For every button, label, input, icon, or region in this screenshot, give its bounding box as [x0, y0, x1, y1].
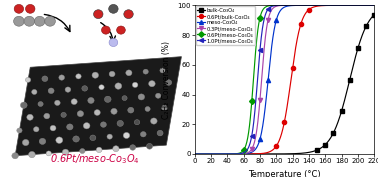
Circle shape [117, 120, 124, 126]
Circle shape [107, 134, 112, 139]
Circle shape [32, 89, 37, 95]
Circle shape [124, 10, 133, 19]
Circle shape [34, 16, 45, 26]
Circle shape [26, 4, 35, 13]
Circle shape [24, 16, 34, 26]
Polygon shape [15, 57, 181, 156]
Circle shape [109, 38, 118, 47]
Circle shape [83, 123, 90, 129]
Circle shape [155, 93, 161, 98]
Circle shape [130, 145, 136, 150]
Circle shape [113, 146, 119, 152]
Circle shape [48, 88, 54, 94]
Circle shape [39, 138, 46, 144]
Circle shape [38, 102, 43, 106]
Circle shape [116, 26, 125, 34]
Circle shape [126, 70, 132, 76]
Y-axis label: C₂H₂ Conversion (%): C₂H₂ Conversion (%) [163, 41, 172, 119]
Circle shape [132, 82, 138, 87]
Circle shape [20, 102, 27, 108]
Circle shape [29, 152, 35, 158]
Circle shape [99, 85, 104, 90]
Circle shape [146, 143, 153, 149]
Circle shape [17, 128, 22, 133]
Circle shape [160, 68, 165, 73]
Circle shape [77, 111, 84, 117]
Circle shape [12, 153, 19, 159]
Circle shape [50, 125, 56, 131]
Circle shape [14, 4, 23, 13]
Circle shape [92, 72, 99, 78]
Circle shape [115, 83, 122, 89]
Circle shape [138, 94, 145, 100]
Circle shape [22, 139, 29, 146]
Circle shape [111, 108, 117, 114]
Circle shape [90, 135, 96, 141]
Circle shape [42, 76, 48, 82]
Circle shape [94, 110, 100, 115]
Circle shape [59, 75, 65, 80]
Circle shape [67, 124, 73, 130]
X-axis label: Temperature (°C): Temperature (°C) [248, 170, 321, 177]
Circle shape [14, 16, 24, 26]
Circle shape [150, 118, 157, 124]
Text: 0.6Pt/meso-Co$_3$O$_4$: 0.6Pt/meso-Co$_3$O$_4$ [50, 153, 139, 166]
Circle shape [62, 149, 69, 155]
Circle shape [128, 107, 134, 113]
Circle shape [73, 136, 79, 142]
Circle shape [122, 96, 127, 101]
Circle shape [65, 87, 71, 92]
Circle shape [143, 69, 148, 74]
Circle shape [140, 132, 146, 137]
Circle shape [134, 120, 140, 125]
Circle shape [46, 151, 51, 156]
Circle shape [101, 122, 106, 127]
Circle shape [149, 81, 155, 87]
Circle shape [61, 112, 66, 117]
Circle shape [80, 149, 85, 153]
Circle shape [109, 4, 118, 13]
Circle shape [162, 105, 167, 110]
Circle shape [45, 16, 56, 26]
Circle shape [44, 113, 50, 119]
Circle shape [25, 77, 31, 82]
Circle shape [76, 74, 81, 79]
Circle shape [54, 100, 60, 105]
Circle shape [123, 132, 130, 138]
Circle shape [109, 71, 115, 77]
Circle shape [166, 80, 172, 85]
Circle shape [71, 99, 77, 105]
Circle shape [157, 130, 163, 136]
Circle shape [82, 86, 88, 91]
Circle shape [104, 96, 111, 102]
Circle shape [145, 107, 150, 111]
Circle shape [27, 114, 33, 120]
Circle shape [96, 147, 102, 153]
Circle shape [56, 137, 63, 143]
Circle shape [88, 98, 94, 103]
Legend: bulk-Co₃O₄, 0.6Pt/bulk-Co₃O₄, meso-Co₃O₄, 0.3Pt/meso-Co₃O₄, 0.6Pt/meso-Co₃O₄, 1.: bulk-Co₃O₄, 0.6Pt/bulk-Co₃O₄, meso-Co₃O₄… [196, 6, 255, 45]
Circle shape [34, 127, 39, 132]
Circle shape [101, 26, 110, 34]
Circle shape [94, 10, 103, 19]
